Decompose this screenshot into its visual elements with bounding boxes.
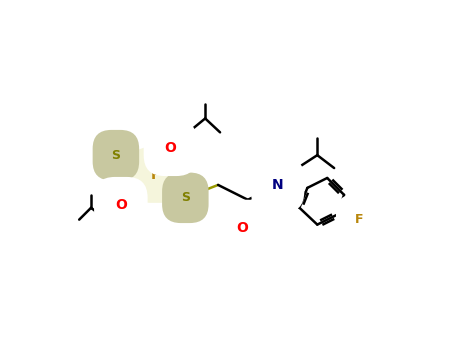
Text: N: N bbox=[272, 178, 283, 192]
Text: O: O bbox=[236, 220, 248, 234]
Text: P: P bbox=[151, 168, 161, 182]
Text: F: F bbox=[355, 213, 363, 226]
Text: O: O bbox=[165, 141, 177, 155]
Text: O: O bbox=[115, 198, 127, 212]
Text: S: S bbox=[111, 149, 121, 162]
Text: S: S bbox=[181, 191, 190, 204]
